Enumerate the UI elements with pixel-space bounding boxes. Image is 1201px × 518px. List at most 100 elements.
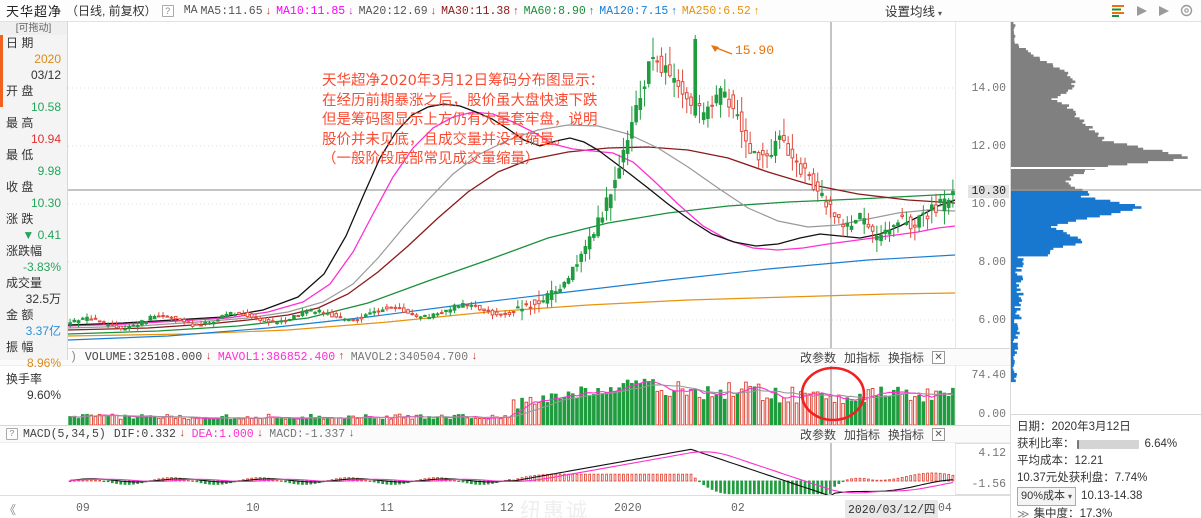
candle-body	[473, 304, 478, 307]
macd-bar	[398, 480, 401, 485]
volume-axis: 74.40 0.00	[955, 366, 1010, 425]
macd-switch-indicator-button[interactable]: 换指标	[888, 427, 925, 442]
chip-profit-bar	[1011, 206, 1142, 209]
volume-chart[interactable]	[68, 366, 955, 425]
volume-bar	[862, 401, 866, 425]
chart-period[interactable]: （日线, 前复权）	[66, 4, 157, 18]
volume-bar	[169, 415, 174, 425]
drag-handle[interactable]: [可拖动]	[0, 22, 67, 35]
peak-arrow-icon	[711, 45, 733, 55]
macd-bar	[558, 473, 562, 482]
chip-trapped-bar	[1011, 63, 1053, 66]
help-icon[interactable]: ?	[161, 4, 174, 17]
macd-close-icon[interactable]: ✕	[932, 427, 946, 441]
candle-body	[363, 314, 368, 317]
quote-label-2: 最 高	[6, 116, 34, 130]
chip-profit-bar	[1011, 373, 1017, 376]
candle-body	[608, 194, 613, 209]
candle-body	[566, 277, 571, 284]
chip-trapped-bar	[1011, 22, 1014, 25]
candle-body	[583, 246, 588, 255]
candle-body	[752, 150, 757, 154]
volume-bar	[570, 393, 575, 425]
macd-bar	[110, 480, 114, 484]
macd-bar	[368, 480, 372, 482]
macd-bar	[132, 480, 135, 485]
macd-bar	[575, 473, 579, 482]
macd-tick-top: 4.12	[978, 447, 1006, 460]
candle-body	[824, 201, 828, 208]
quote-value-8: 3.37亿	[25, 324, 61, 338]
panel-accent-bar	[0, 35, 3, 107]
candle-body	[418, 316, 423, 319]
candle-body	[97, 320, 102, 323]
ma20-line	[68, 124, 955, 329]
play-forward-icon[interactable]	[1158, 5, 1170, 17]
candle-body	[275, 322, 279, 325]
volume-header-actions: 改参数 加指标 换指标 ✕	[800, 349, 946, 366]
candle-body	[575, 264, 579, 267]
candle-body	[93, 317, 98, 320]
price-axis: 14.00 12.00 10.30 10.00 8.00 6.00	[955, 22, 1010, 348]
candle-body	[68, 322, 72, 325]
chip-profit-ratio-label: 获利比率：	[1017, 438, 1075, 450]
candle-body	[554, 291, 558, 295]
macd-bar	[757, 480, 760, 495]
chip-profit-bar	[1011, 223, 1058, 227]
chip-trapped-bar	[1011, 119, 1085, 123]
candle-body	[85, 316, 89, 321]
volume-switch-indicator-button[interactable]: 换指标	[888, 350, 925, 365]
quote-label-1: 开 盘	[6, 84, 34, 98]
candle-body	[439, 312, 444, 315]
stock-name[interactable]: 天华超净	[6, 4, 63, 19]
macd-help-icon[interactable]: ?	[6, 428, 18, 440]
volume-bar	[224, 414, 229, 425]
candle-body	[262, 317, 267, 322]
macd-bar	[288, 480, 292, 484]
time-tick-3: 12	[500, 502, 514, 515]
chip-trapped-bar	[1011, 108, 1074, 112]
mavol1-line	[70, 380, 953, 420]
chip-trapped-bar	[1011, 76, 1071, 79]
macd-indicator-header: ? MACD(5,34,5) DIF:0.332 ↓ DEA:1.000 ↓ M…	[0, 425, 1010, 443]
scroll-left-icon[interactable]: 《	[4, 504, 17, 518]
macd-change-params-button[interactable]: 改参数	[800, 427, 837, 442]
volume-add-indicator-button[interactable]: 加指标	[844, 350, 881, 365]
bars-icon[interactable]	[1112, 4, 1126, 17]
gear-icon[interactable]	[1180, 4, 1193, 17]
volume-bar	[465, 417, 469, 425]
time-tick-1: 10	[246, 502, 260, 515]
expand-icon[interactable]: ≫	[1017, 507, 1030, 518]
chip-profit-bar	[1011, 329, 1018, 333]
candle-body	[929, 204, 934, 211]
macd-bar	[765, 480, 769, 495]
macd-bar	[934, 472, 938, 482]
set-ma-button[interactable]: 设置均线 ▾	[885, 1, 942, 20]
candle-body	[879, 234, 883, 242]
macd-bar	[778, 480, 782, 495]
cost-percent-select[interactable]: 90%成本 ▾	[1017, 487, 1077, 506]
main-price-chart[interactable]	[68, 22, 955, 348]
play-icon[interactable]	[1136, 5, 1148, 17]
chip-distribution-chart[interactable]	[1011, 22, 1201, 412]
candle-body	[482, 308, 486, 312]
volume-close-icon[interactable]: ✕	[932, 350, 946, 364]
chip-trapped-bar	[1011, 106, 1067, 110]
candle-body	[359, 316, 364, 320]
chip-profit-bar	[1011, 210, 1121, 214]
macd-bar	[115, 480, 118, 484]
macd-add-indicator-button[interactable]: 加指标	[844, 427, 881, 442]
volume-bar	[891, 389, 896, 425]
macd-bar	[381, 480, 385, 485]
volume-bar	[883, 395, 888, 425]
chip-trapped-bar	[1011, 39, 1015, 42]
macd-chart[interactable]	[68, 443, 955, 495]
candle-body	[642, 86, 647, 90]
volume-change-params-button[interactable]: 改参数	[800, 350, 837, 365]
chip-trapped-bar	[1011, 69, 1065, 73]
volume-bar	[642, 378, 647, 425]
candle-body	[401, 307, 406, 313]
candle-body	[385, 306, 389, 310]
macd-bar	[613, 473, 617, 482]
candle-body	[841, 223, 845, 228]
